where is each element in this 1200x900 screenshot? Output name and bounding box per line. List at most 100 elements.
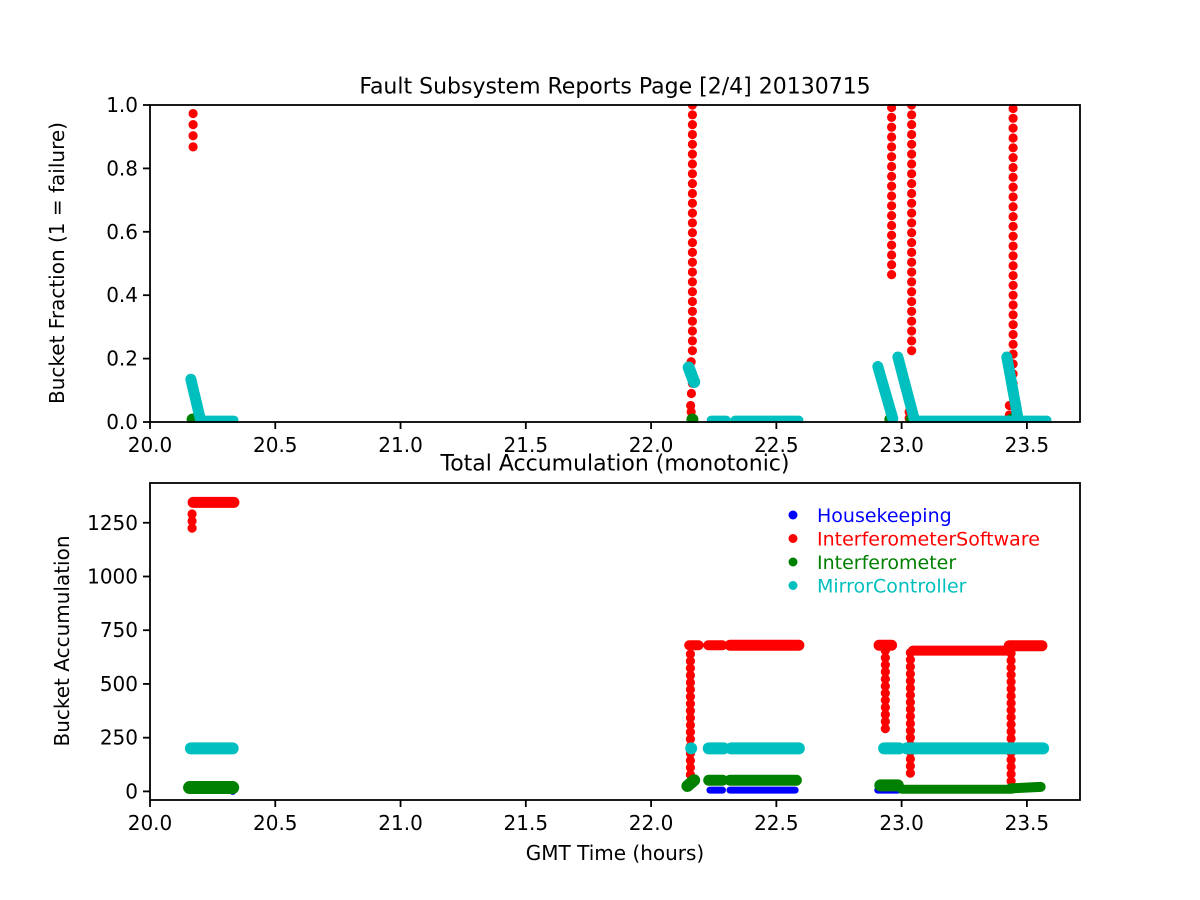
data-point (880, 716, 890, 727)
data-point (1008, 300, 1018, 310)
data-point (907, 218, 917, 228)
data-point (880, 724, 890, 734)
data-point (880, 688, 890, 698)
data-point (1008, 261, 1018, 271)
legend-marker-MirrorController (788, 581, 798, 590)
data-point (907, 336, 917, 346)
data-point (1008, 329, 1018, 340)
data-point (687, 267, 698, 277)
data-point (1008, 251, 1018, 261)
y-tick-label: 1250 (87, 511, 138, 535)
legend: HousekeepingInterferometerSoftwareInterf… (788, 505, 1040, 598)
data-point (687, 208, 698, 218)
x-tick-label: 22.5 (754, 811, 799, 835)
data-point (907, 149, 917, 159)
series-Housekeeping (229, 786, 902, 795)
data-point (886, 269, 897, 280)
data-point (905, 690, 915, 700)
x-tick-label: 21.0 (378, 811, 423, 835)
data-point (886, 132, 897, 142)
data-point (907, 139, 917, 149)
data-point (1008, 153, 1018, 163)
data-point (1006, 755, 1016, 765)
data-point (685, 699, 696, 709)
data-point (905, 711, 915, 721)
data-point (907, 257, 917, 267)
data-point (687, 188, 698, 199)
series-Interferometer (183, 774, 1046, 795)
data-point (1006, 655, 1016, 666)
data-point (1008, 123, 1018, 133)
data-point (687, 277, 698, 287)
data-point (880, 695, 890, 705)
y-tick-label: 0.4 (106, 283, 138, 307)
data-point (1006, 677, 1016, 687)
x-tick-label: 20.0 (128, 433, 173, 457)
data-point (1006, 670, 1016, 680)
legend-label-InterferometerSoftware: InterferometerSoftware (817, 529, 1040, 551)
data-point (687, 346, 698, 356)
data-point (886, 122, 897, 132)
data-point (687, 326, 698, 336)
data-point (687, 198, 698, 208)
data-point (685, 706, 696, 716)
data-point (685, 656, 696, 666)
data-point (1008, 231, 1018, 241)
y-tick-label: 750 (100, 618, 138, 642)
data-point (687, 237, 698, 248)
y-tick-label: 0.0 (106, 410, 138, 434)
data-point (1008, 280, 1018, 290)
x-tick-label: 23.0 (879, 811, 924, 835)
series-InterferometerSoftware (188, 104, 1018, 423)
data-point (905, 761, 915, 771)
data-point (685, 684, 696, 695)
legend-label-Housekeeping: Housekeeping (817, 505, 952, 527)
x-tick-label: 21.5 (504, 433, 549, 457)
data-point (905, 725, 915, 736)
data-point (886, 152, 897, 162)
data-point (880, 653, 890, 663)
data-point (686, 388, 697, 399)
y-tick-label: 1000 (87, 564, 138, 588)
data-point (1008, 192, 1018, 202)
data-point (1008, 310, 1018, 320)
data-point (685, 727, 696, 737)
x-tick-label: 23.0 (879, 433, 924, 457)
data-point (880, 667, 890, 677)
bottom-chart-title: Total Accumulation (monotonic) (440, 451, 790, 477)
data-point (880, 660, 890, 670)
data-point (886, 142, 897, 152)
data-point (687, 336, 698, 346)
data-point (188, 131, 198, 141)
data-point (907, 179, 917, 189)
y-tick-label: 0 (125, 779, 138, 803)
data-point (1008, 162, 1018, 173)
legend-marker-Housekeeping (788, 510, 798, 520)
data-segment (892, 351, 920, 423)
x-tick-label: 20.0 (128, 811, 173, 835)
data-point (907, 120, 917, 130)
data-point (1008, 290, 1018, 300)
data-point (1006, 705, 1016, 715)
data-point (687, 316, 698, 326)
data-point (187, 509, 197, 519)
data-point (1006, 733, 1016, 744)
data-point (685, 762, 696, 773)
y-tick-label: 0.8 (106, 156, 138, 180)
series-MirrorController (184, 742, 1050, 755)
data-point (886, 240, 897, 250)
data-point (687, 228, 698, 238)
data-point (907, 346, 917, 356)
data-point (687, 257, 698, 267)
legend-marker-Interferometer (788, 557, 798, 567)
data-point (880, 674, 890, 684)
data-point (905, 704, 915, 714)
data-point (880, 681, 890, 691)
data-point (687, 129, 698, 140)
data-point (907, 188, 917, 199)
data-point (687, 139, 698, 149)
data-point (907, 129, 917, 140)
plot-data-layer (183, 496, 1050, 795)
data-point (685, 742, 698, 755)
